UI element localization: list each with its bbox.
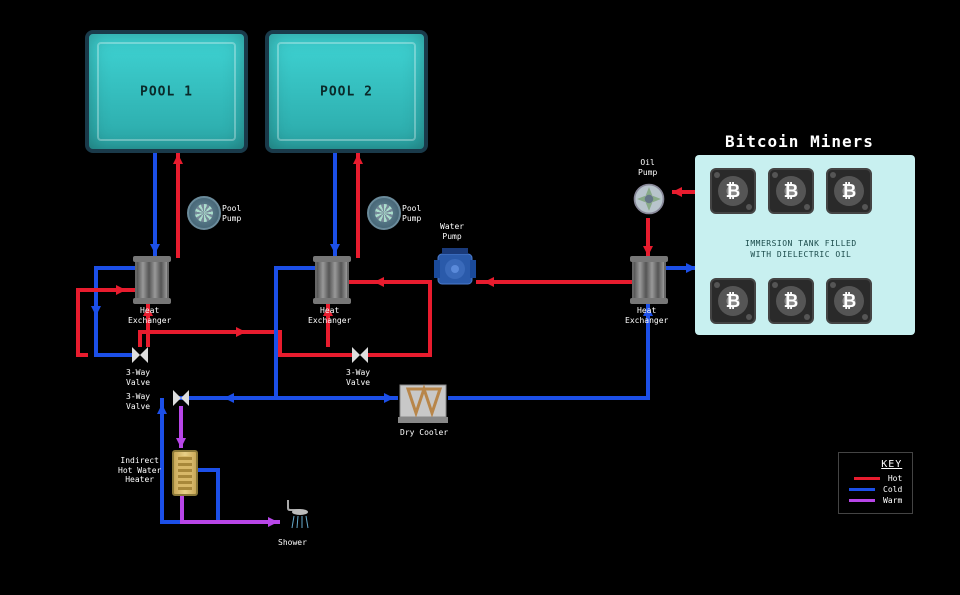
shower-icon [282,498,310,534]
shower-label: Shower [278,538,307,548]
oil_pump-label: OilPump [638,158,657,177]
miner-2: ₿ [768,168,814,214]
water-heater-icon [172,450,198,496]
valve2-label: 3-WayValve [346,368,370,387]
legend-row-warm: Warm [849,496,902,505]
hex1-label: HeatExchanger [128,306,171,325]
miner-1: ₿ [710,168,756,214]
valve1-label: 3-WayValve [126,368,150,387]
heater-label: IndirectHot WaterHeater [118,456,161,485]
drycooler-label: Dry Cooler [400,428,448,438]
hex3-label: HeatExchanger [625,306,668,325]
pool-pump-2-icon [367,196,401,230]
water-pump-icon [434,246,476,292]
miner-4: ₿ [710,278,756,324]
miners-subtitle: IMMERSION TANK FILLED WITH DIELECTRIC OI… [745,238,857,260]
valve-3-icon [173,390,189,406]
miner-5: ₿ [768,278,814,324]
miners-title: Bitcoin Miners [725,132,874,151]
miner-3: ₿ [826,168,872,214]
legend-row-cold: Cold [849,485,902,494]
diagram-canvas: { "canvas": {"w": 960, "h": 595, "bg": "… [0,0,960,595]
water_pump-label: WaterPump [440,222,464,241]
oil-pump-icon [632,182,666,216]
pool2: POOL 2 [265,30,428,153]
heat-exchanger-2-icon [315,258,349,302]
heat-exchanger-3-icon [632,258,666,302]
miner-6: ₿ [826,278,872,324]
legend-row-hot: Hot [849,474,902,483]
dry-cooler-icon [398,383,448,423]
pool_pump1-label: PoolPump [222,204,241,223]
pool-pump-1-icon [187,196,221,230]
legend-title: KEY [849,459,902,470]
valve-2-icon [352,347,368,363]
pool1: POOL 1 [85,30,248,153]
valve3-label: 3-WayValve [126,392,150,411]
legend-panel: KEY Hot Cold Warm [838,452,913,514]
valve-1-icon [132,347,148,363]
hex2-label: HeatExchanger [308,306,351,325]
heat-exchanger-1-icon [135,258,169,302]
pool_pump2-label: PoolPump [402,204,421,223]
